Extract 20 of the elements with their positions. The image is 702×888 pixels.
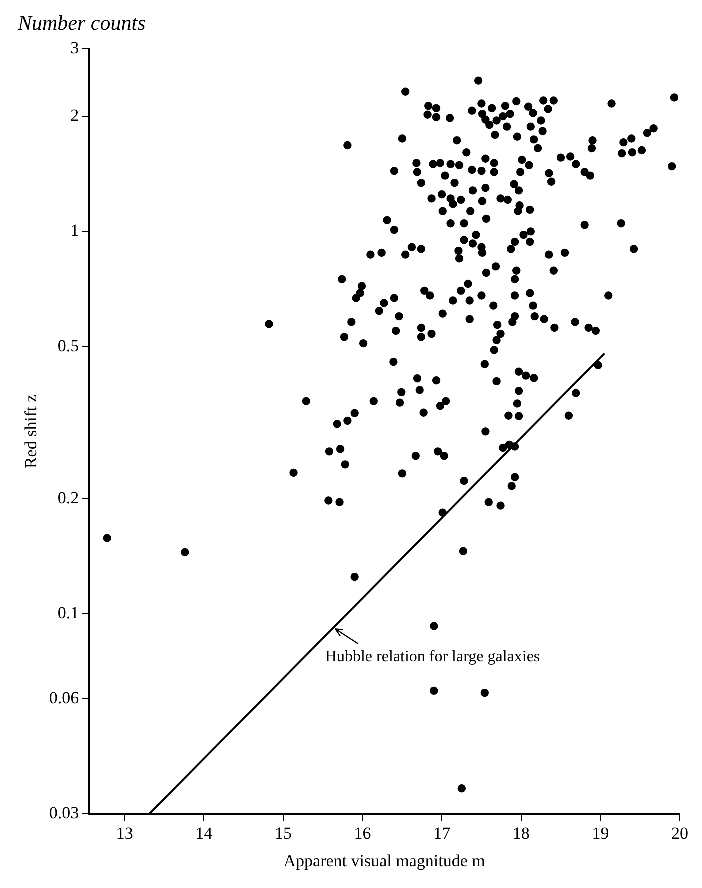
x-axis-title: Apparent visual magnitude m — [284, 851, 486, 870]
y-tick-label: 0.06 — [49, 688, 80, 708]
x-tick-label: 20 — [672, 824, 688, 843]
y-tick-label: 1 — [70, 221, 80, 240]
y-tick-label: 0.2 — [58, 488, 80, 508]
annotation: Hubble relation for large galaxies — [325, 648, 540, 666]
y-axis-title: Red shift z — [22, 394, 41, 469]
y-tick-label: 3 — [70, 38, 80, 58]
x-tick-label: 18 — [512, 824, 530, 843]
x-tick-label: 15 — [274, 824, 292, 843]
x-tick-label: 14 — [196, 824, 214, 843]
x-tick-label: 17 — [434, 824, 452, 843]
x-tick-label: 13 — [116, 824, 134, 843]
y-tick-label: 0.03 — [49, 804, 80, 823]
chart-title: Number counts — [17, 11, 146, 36]
y-tick-label: 0.5 — [58, 336, 80, 356]
y-tick-label: 0.1 — [58, 604, 80, 623]
y-tick-label: 2 — [70, 106, 80, 126]
x-tick-label: 19 — [592, 824, 610, 843]
x-tick-label: 16 — [354, 824, 372, 843]
